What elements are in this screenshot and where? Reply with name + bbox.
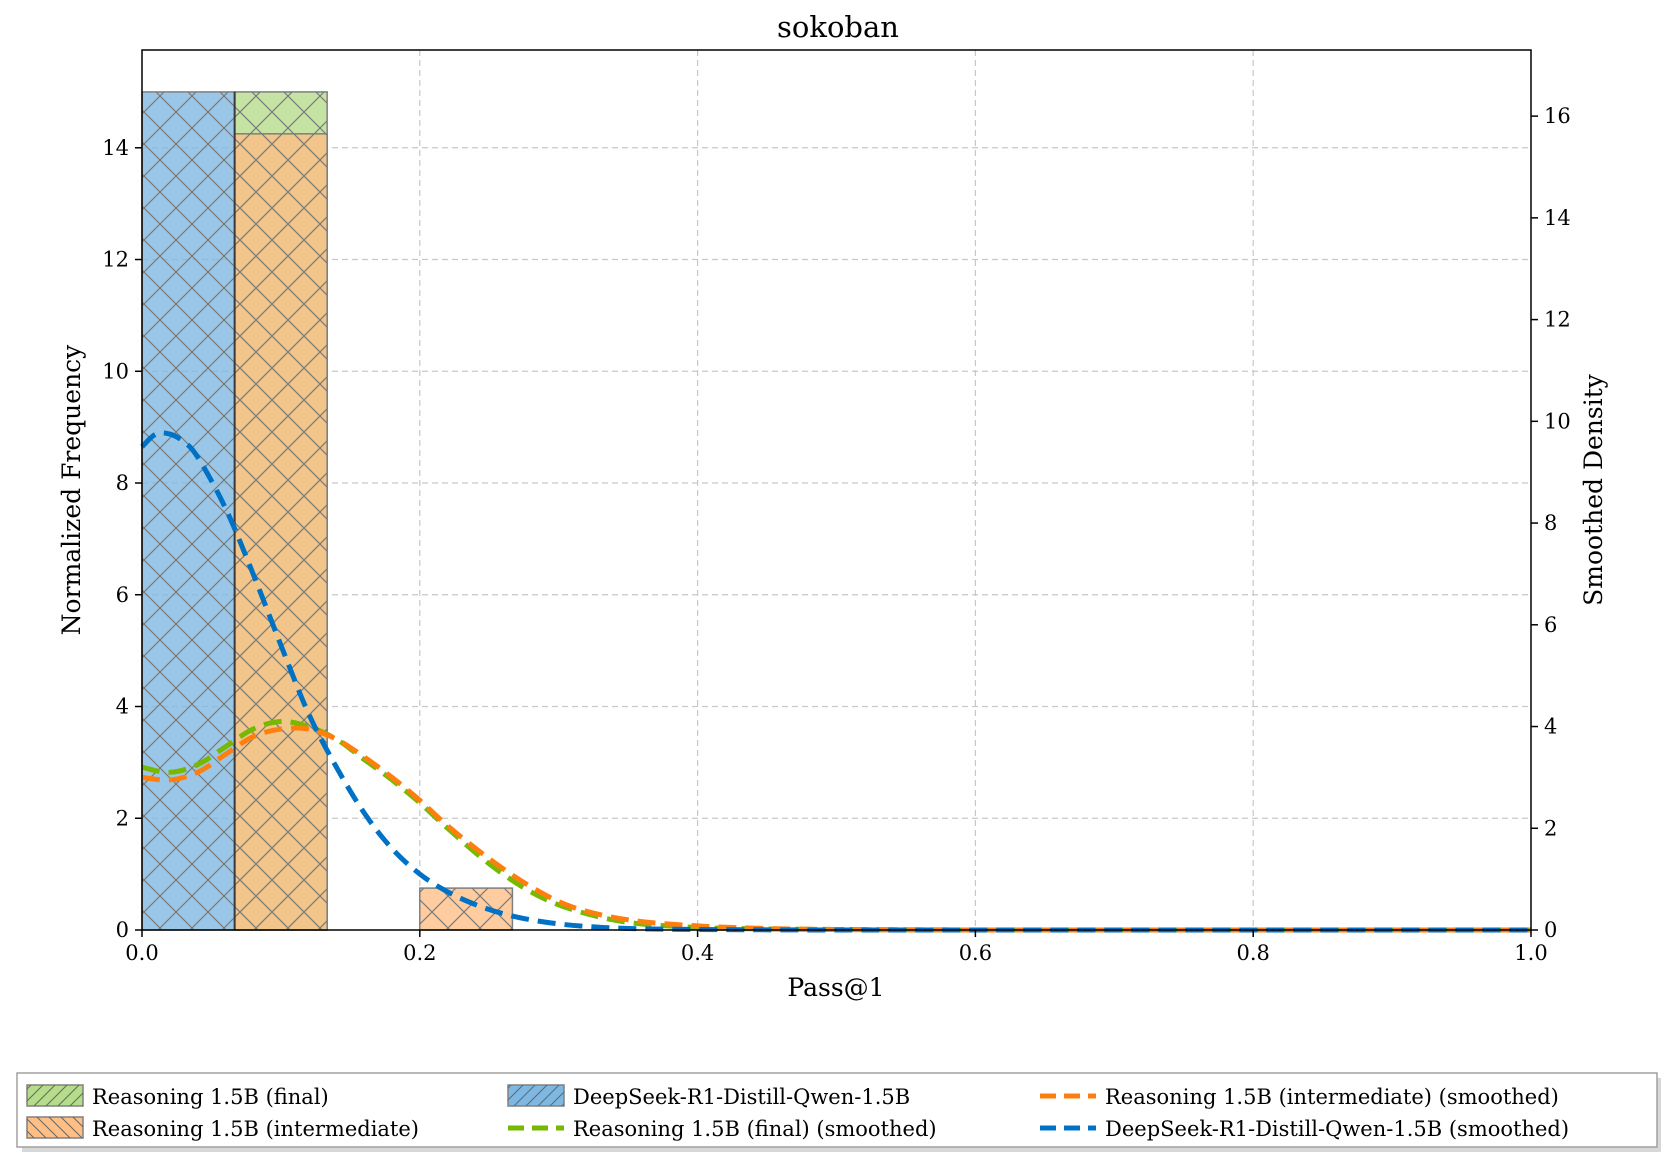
y-right-tick-label: 16 bbox=[1544, 104, 1571, 128]
y-right-tick-label: 2 bbox=[1544, 816, 1557, 840]
y-left-tick-label: 6 bbox=[116, 583, 129, 607]
plot-frame bbox=[141, 49, 1532, 931]
legend-swatch-hatch bbox=[508, 1085, 564, 1106]
legend-label: Reasoning 1.5B (final) (smoothed) bbox=[573, 1117, 937, 1141]
y-axis-right: 0 2 4 6 8 10 12 14 16 bbox=[1531, 104, 1571, 942]
y-left-tick-label: 14 bbox=[102, 136, 129, 160]
y-left-tick-label: 12 bbox=[102, 248, 129, 272]
x-tick-label: 0.8 bbox=[1236, 941, 1269, 965]
legend-item: Reasoning 1.5B (final) bbox=[26, 1084, 329, 1109]
histogram-bars bbox=[141, 91, 514, 931]
grid bbox=[142, 50, 1531, 930]
legend-label: Reasoning 1.5B (intermediate) (smoothed) bbox=[1105, 1085, 1559, 1109]
legend-item: Reasoning 1.5B (intermediate) (smoothed) bbox=[1040, 1085, 1559, 1109]
y-left-tick-label: 2 bbox=[116, 806, 129, 830]
x-axis-title: Pass@1 bbox=[787, 973, 884, 1002]
y-right-tick-label: 14 bbox=[1544, 206, 1571, 230]
legend-item: DeepSeek-R1-Distill-Qwen-1.5B (smoothed) bbox=[1040, 1117, 1569, 1141]
x-axis: 0.0 0.2 0.4 0.6 0.8 1.0 bbox=[125, 930, 1548, 965]
legend-swatch-hatch bbox=[27, 1117, 83, 1138]
x-tick-label: 0.2 bbox=[403, 941, 436, 965]
y-axis-left: 0 2 4 6 8 10 12 14 bbox=[102, 136, 142, 942]
smoothed-density-line bbox=[141, 725, 1531, 933]
x-tick-label: 0.6 bbox=[959, 941, 992, 965]
y-axis-left-title: Normalized Frequency bbox=[57, 344, 86, 635]
y-right-tick-label: 12 bbox=[1544, 308, 1571, 332]
x-tick-label: 1.0 bbox=[1514, 941, 1547, 965]
legend-label: Reasoning 1.5B (final) bbox=[92, 1085, 329, 1109]
legend-item: Reasoning 1.5B (intermediate) bbox=[26, 1116, 419, 1141]
y-left-tick-label: 8 bbox=[116, 471, 129, 495]
y-right-tick-label: 10 bbox=[1544, 409, 1571, 433]
x-tick-label: 0.4 bbox=[681, 941, 714, 965]
legend-box bbox=[16, 1072, 1658, 1148]
legend-swatch-hatch bbox=[27, 1085, 83, 1106]
legend-label: DeepSeek-R1-Distill-Qwen-1.5B (smoothed) bbox=[1105, 1117, 1569, 1141]
y-right-tick-label: 0 bbox=[1544, 918, 1557, 942]
smoothed-lines bbox=[140, 430, 1531, 933]
smoothed-density-line bbox=[140, 430, 1531, 933]
smoothed-density-line bbox=[141, 718, 1531, 933]
chart-title: sokoban bbox=[777, 10, 899, 44]
y-right-tick-label: 4 bbox=[1544, 715, 1557, 739]
y-left-tick-label: 4 bbox=[116, 695, 129, 719]
y-right-tick-label: 8 bbox=[1544, 511, 1557, 535]
legend: Reasoning 1.5B (final) Reasoning 1.5B (in… bbox=[16, 1072, 1661, 1152]
y-left-tick-label: 0 bbox=[116, 918, 129, 942]
y-axis-right-title: Smoothed Density bbox=[1579, 373, 1608, 606]
y-right-tick-label: 6 bbox=[1544, 613, 1557, 637]
histogram-bar-hatch bbox=[419, 888, 513, 930]
legend-label: DeepSeek-R1-Distill-Qwen-1.5B bbox=[573, 1085, 910, 1109]
histogram-bar-hatch bbox=[234, 133, 328, 931]
legend-item: Reasoning 1.5B (final) (smoothed) bbox=[508, 1117, 937, 1141]
x-tick-label: 0.0 bbox=[125, 941, 158, 965]
histogram-bar-hatch bbox=[142, 91, 235, 930]
legend-label: Reasoning 1.5B (intermediate) bbox=[92, 1117, 419, 1141]
legend-item: DeepSeek-R1-Distill-Qwen-1.5B bbox=[507, 1084, 910, 1109]
y-left-tick-label: 10 bbox=[102, 359, 129, 383]
